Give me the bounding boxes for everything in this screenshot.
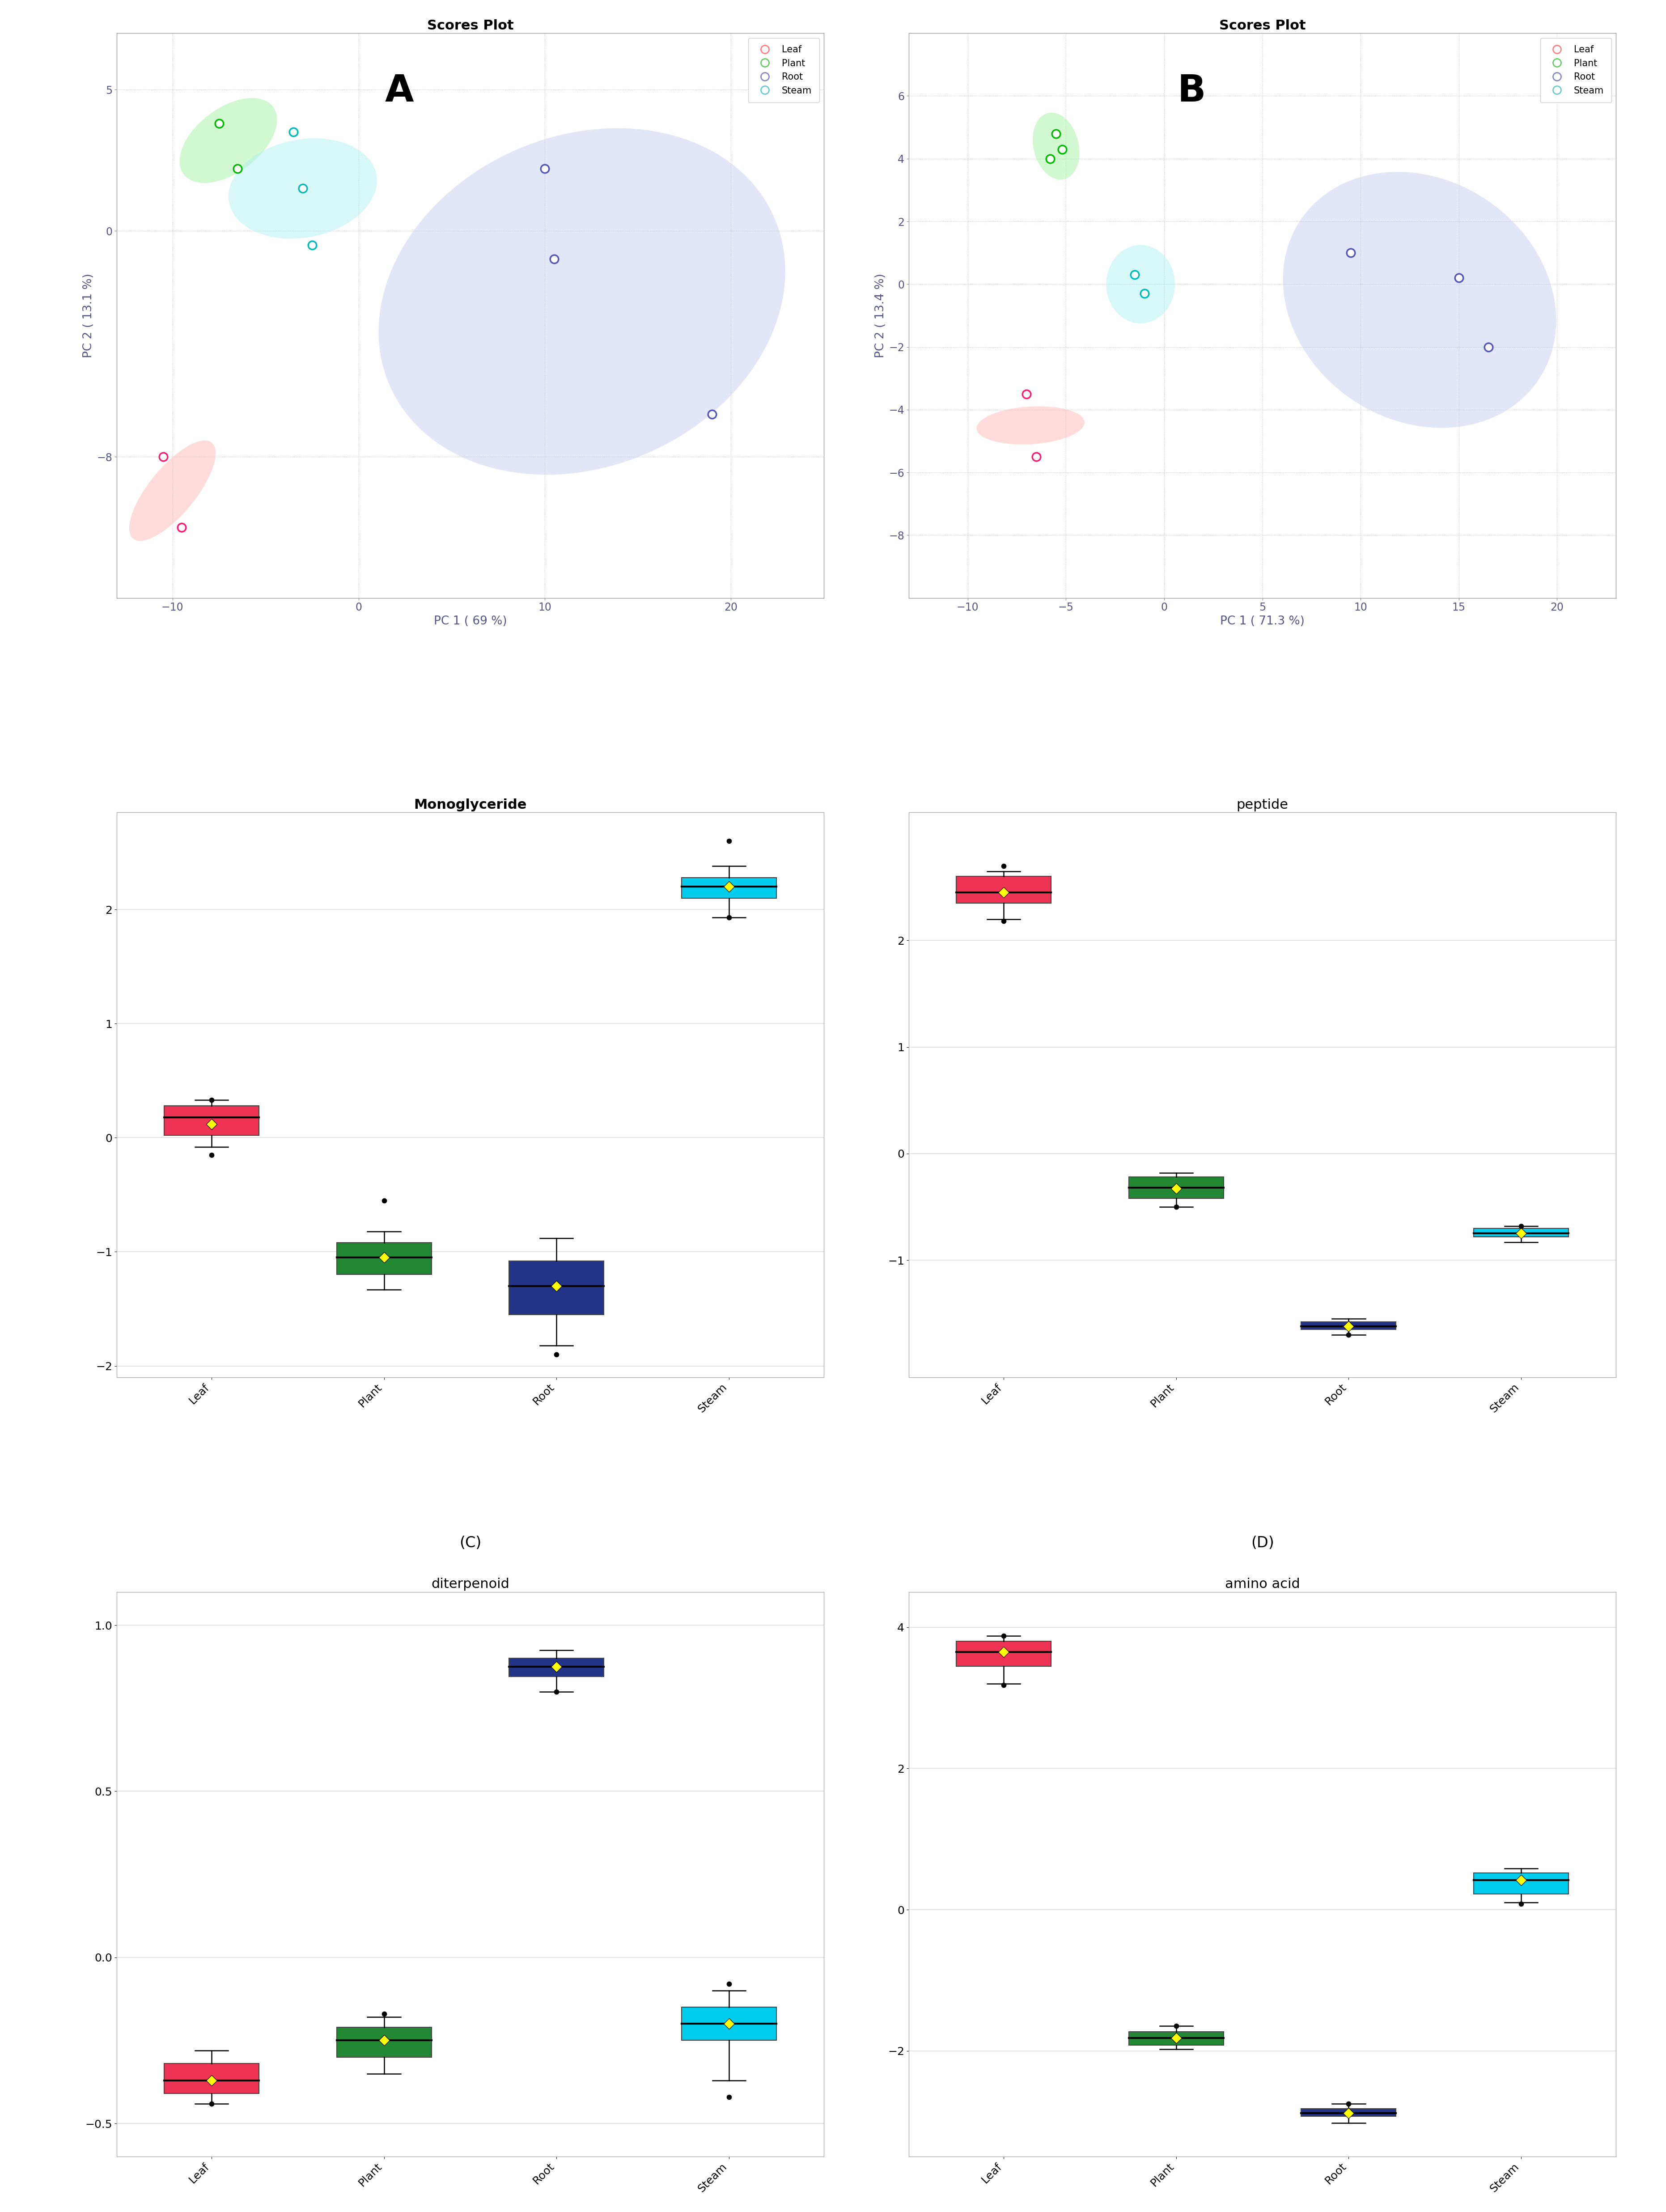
Point	[543, 1267, 570, 1303]
Title: peptide: peptide	[1236, 799, 1288, 812]
Text: (C): (C)	[460, 1535, 481, 1551]
Y-axis label: PC 2 ( 13.4 %): PC 2 ( 13.4 %)	[875, 274, 886, 358]
Point	[698, 396, 725, 431]
Point	[716, 823, 743, 858]
Point	[370, 2022, 397, 2057]
Bar	[681, 878, 776, 898]
Bar	[163, 1106, 258, 1135]
Point	[1508, 1887, 1534, 1922]
Title: diterpenoid: diterpenoid	[431, 1577, 510, 1590]
Point	[370, 1183, 397, 1219]
Title: Scores Plot: Scores Plot	[1220, 20, 1306, 33]
Bar	[510, 1261, 605, 1314]
Point	[168, 509, 195, 544]
Point	[716, 2006, 743, 2042]
Ellipse shape	[180, 97, 277, 184]
Point	[1163, 2008, 1190, 2044]
Ellipse shape	[130, 440, 215, 540]
Point	[1508, 1208, 1534, 1243]
Point	[1508, 1863, 1534, 1898]
Bar	[337, 2026, 431, 2057]
Point	[1036, 142, 1063, 177]
Point	[198, 1137, 225, 1172]
Point	[541, 241, 568, 276]
Point	[1336, 2095, 1363, 2130]
Point	[543, 1674, 570, 1710]
Point	[298, 228, 325, 263]
Text: (D): (D)	[1251, 1535, 1274, 1551]
Point	[198, 1106, 225, 1141]
Ellipse shape	[1106, 246, 1175, 323]
Point	[990, 1668, 1016, 1703]
Bar	[681, 2006, 776, 2039]
Point	[1131, 276, 1158, 312]
Point	[1023, 438, 1050, 473]
Point	[280, 115, 307, 150]
Point	[1336, 2086, 1363, 2121]
Point	[990, 847, 1016, 883]
Point	[198, 2086, 225, 2121]
Bar	[1301, 1323, 1396, 1329]
Point	[716, 1966, 743, 2002]
Bar	[337, 1243, 431, 1274]
Point	[1048, 131, 1075, 166]
Bar	[510, 1659, 605, 1677]
Point	[225, 150, 252, 186]
Point	[990, 902, 1016, 938]
Point	[716, 2079, 743, 2115]
Ellipse shape	[228, 139, 377, 239]
Point	[990, 1635, 1016, 1670]
Ellipse shape	[1283, 173, 1556, 427]
Point	[370, 1995, 397, 2031]
Point	[1338, 234, 1364, 270]
Title: amino acid: amino acid	[1225, 1577, 1299, 1590]
Point	[1508, 1217, 1534, 1252]
Point	[716, 869, 743, 905]
Title: Monoglyceride: Monoglyceride	[413, 799, 526, 812]
Point	[1163, 1170, 1190, 1206]
Point	[1121, 257, 1148, 292]
Point	[1446, 261, 1473, 296]
Text: A: A	[385, 73, 413, 108]
Point	[1013, 376, 1040, 411]
Point	[543, 1648, 570, 1683]
Bar	[1474, 1874, 1569, 1893]
Point	[1336, 1316, 1363, 1352]
Bar	[1474, 1228, 1569, 1237]
Point	[716, 900, 743, 936]
Point	[205, 106, 232, 142]
Point	[290, 170, 317, 206]
Legend: Leaf, Plant, Root, Steam: Leaf, Plant, Root, Steam	[748, 38, 820, 102]
Bar	[956, 876, 1051, 902]
Point	[990, 874, 1016, 909]
Bar	[956, 1641, 1051, 1666]
Point	[1474, 330, 1501, 365]
Point	[531, 150, 558, 186]
Point	[370, 1241, 397, 1276]
Point	[198, 1082, 225, 1117]
Bar	[1301, 2108, 1396, 2117]
Bar	[1128, 1177, 1223, 1199]
Text: B: B	[1178, 73, 1206, 108]
Point	[543, 1336, 570, 1371]
Point	[198, 2062, 225, 2097]
Point	[1043, 115, 1070, 150]
Legend: Leaf, Plant, Root, Steam: Leaf, Plant, Root, Steam	[1541, 38, 1611, 102]
Bar	[163, 2064, 258, 2093]
Point	[150, 438, 177, 473]
Ellipse shape	[1033, 113, 1080, 179]
X-axis label: PC 1 ( 71.3 %): PC 1 ( 71.3 %)	[1220, 615, 1304, 628]
Point	[1336, 1310, 1363, 1345]
Point	[1163, 2020, 1190, 2055]
Y-axis label: PC 2 ( 13.1 %): PC 2 ( 13.1 %)	[83, 274, 95, 358]
Bar	[1128, 2033, 1223, 2046]
Point	[990, 1617, 1016, 1652]
Point	[1163, 1190, 1190, 1225]
Title: Scores Plot: Scores Plot	[426, 20, 513, 33]
Ellipse shape	[378, 128, 785, 476]
X-axis label: PC 1 ( 69 %): PC 1 ( 69 %)	[433, 615, 506, 628]
Ellipse shape	[976, 407, 1085, 445]
